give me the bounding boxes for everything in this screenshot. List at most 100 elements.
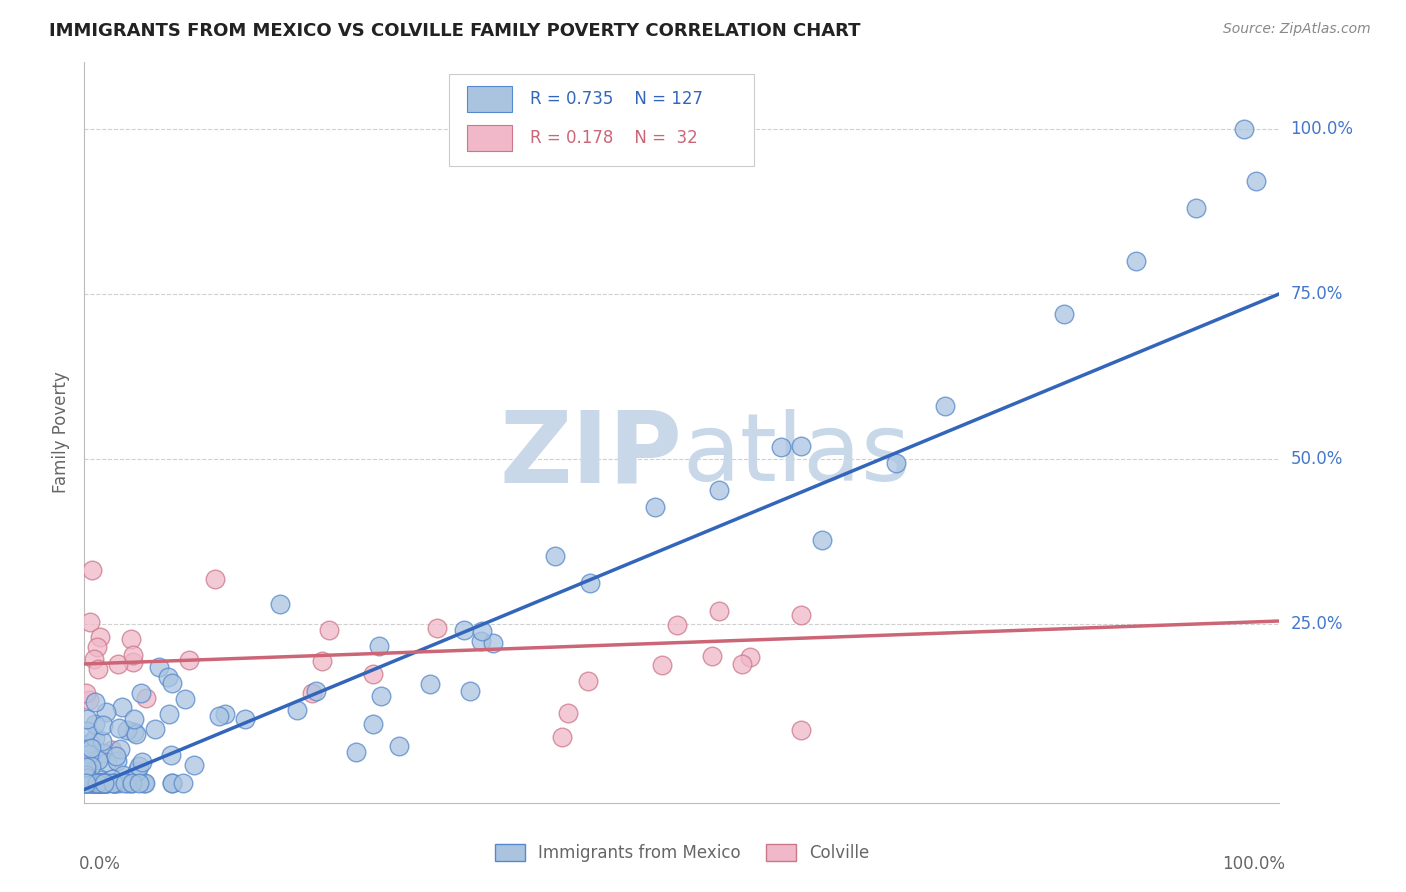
Text: R = 0.178    N =  32: R = 0.178 N = 32 <box>530 129 697 147</box>
Y-axis label: Family Poverty: Family Poverty <box>52 372 70 493</box>
Point <box>75 776 97 790</box>
Point <box>134 776 156 790</box>
Point <box>311 654 333 668</box>
Point <box>301 686 323 700</box>
Point <box>75 776 97 790</box>
Point <box>91 746 114 760</box>
Point <box>94 776 117 790</box>
Point <box>96 776 118 790</box>
Point <box>790 439 813 453</box>
Point <box>644 500 666 515</box>
Point <box>129 686 152 700</box>
Point <box>76 712 98 726</box>
Point <box>361 717 384 731</box>
Point <box>108 721 131 735</box>
Point <box>122 712 145 726</box>
Point <box>122 648 145 663</box>
Point <box>579 575 602 590</box>
Text: 0.0%: 0.0% <box>79 855 121 872</box>
Point <box>96 775 118 789</box>
Point <box>89 630 111 644</box>
Text: 100.0%: 100.0% <box>1291 120 1354 137</box>
Point <box>120 632 142 646</box>
Point <box>105 754 128 768</box>
Point <box>1185 201 1208 215</box>
Point <box>87 753 110 767</box>
Point <box>370 689 392 703</box>
Point <box>543 549 565 563</box>
Point <box>122 656 145 670</box>
Point <box>90 734 112 748</box>
Point <box>80 776 103 790</box>
Point <box>111 699 134 714</box>
Text: 75.0%: 75.0% <box>1291 285 1343 302</box>
Point <box>666 617 689 632</box>
Point <box>103 776 125 790</box>
Point <box>233 712 256 726</box>
Point <box>157 706 180 721</box>
Point <box>94 706 117 720</box>
Point <box>75 768 97 782</box>
Point <box>453 624 475 638</box>
Point <box>83 776 105 790</box>
Point <box>94 776 117 790</box>
Point <box>90 776 112 790</box>
Point <box>551 730 574 744</box>
Point <box>91 776 114 790</box>
Point <box>470 633 492 648</box>
Text: 25.0%: 25.0% <box>1291 615 1343 633</box>
Point <box>651 658 673 673</box>
Point <box>557 706 579 721</box>
Point <box>87 776 110 790</box>
Point <box>305 684 328 698</box>
Point <box>80 759 103 773</box>
Point <box>104 776 127 790</box>
Point <box>84 716 107 731</box>
Point <box>101 776 124 790</box>
Point <box>82 776 104 790</box>
Point <box>75 759 97 773</box>
FancyBboxPatch shape <box>467 87 512 112</box>
Point <box>94 776 117 790</box>
Point <box>115 723 138 737</box>
FancyBboxPatch shape <box>449 73 754 166</box>
Point <box>93 776 115 790</box>
Point <box>204 573 226 587</box>
Point <box>285 703 308 717</box>
Text: ZIP: ZIP <box>499 407 682 503</box>
Point <box>790 723 813 737</box>
Point <box>160 776 183 790</box>
Point <box>83 776 105 790</box>
Point <box>89 776 111 790</box>
Point <box>75 776 97 790</box>
Point <box>75 776 97 790</box>
Point <box>87 776 110 790</box>
Point <box>86 776 108 790</box>
Point <box>120 776 142 790</box>
Point <box>104 776 127 790</box>
Point <box>707 604 730 618</box>
Point <box>471 624 494 638</box>
Point <box>128 758 150 772</box>
Text: Source: ZipAtlas.com: Source: ZipAtlas.com <box>1223 22 1371 37</box>
Point <box>101 743 124 757</box>
Point <box>104 749 127 764</box>
Point <box>80 776 103 790</box>
Point <box>731 657 754 671</box>
Point <box>700 648 723 663</box>
Point <box>576 673 599 688</box>
Point <box>810 533 832 548</box>
Point <box>145 722 167 736</box>
Point <box>740 650 762 665</box>
Point <box>183 758 205 772</box>
Point <box>76 759 98 773</box>
Point <box>884 456 907 470</box>
Point <box>83 695 105 709</box>
Point <box>482 636 505 650</box>
Point <box>419 677 441 691</box>
Point <box>121 776 143 790</box>
Point <box>344 745 367 759</box>
Point <box>162 676 184 690</box>
Point <box>125 764 148 778</box>
Text: 100.0%: 100.0% <box>1222 855 1285 872</box>
